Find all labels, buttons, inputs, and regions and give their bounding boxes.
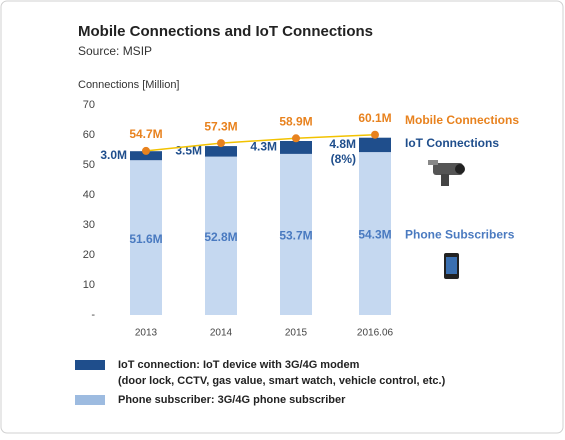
bar-segment <box>130 160 162 315</box>
bar-segment <box>359 137 391 153</box>
y-tick-label: 10 <box>83 279 95 291</box>
x-tick-label: 2016.06 <box>357 328 394 339</box>
y-tick-label: 60 <box>83 129 95 141</box>
line <box>145 133 376 152</box>
camera-icon <box>428 160 465 186</box>
value-label: 57.3M <box>204 119 237 133</box>
bar-segment <box>280 141 312 154</box>
phone-icon <box>444 253 459 279</box>
legend-text: IoT connection: IoT device with 3G/4G mo… <box>118 359 360 371</box>
x-tick-label: 2013 <box>135 328 158 339</box>
bar-segment <box>359 152 391 315</box>
y-tick-label: 20 <box>83 249 95 261</box>
value-label: 4.8M <box>329 137 356 151</box>
line-marker <box>217 139 225 148</box>
value-label: 4.3M <box>250 140 277 154</box>
value-label: 54.3M <box>358 228 391 242</box>
y-tick-label: 50 <box>83 159 95 171</box>
line-marker <box>292 134 300 143</box>
legend-swatch <box>75 395 105 405</box>
series-label: Phone Subscribers <box>405 228 515 242</box>
annotation: (8%) <box>331 152 356 166</box>
value-label: 52.8M <box>204 230 237 244</box>
y-tick-label: 40 <box>83 189 95 201</box>
legend-swatch <box>75 360 105 370</box>
x-tick-label: 2014 <box>210 328 233 339</box>
value-label: 53.7M <box>279 229 312 243</box>
value-label: 60.1M <box>358 111 391 125</box>
value-label: 51.6M <box>129 232 162 246</box>
x-tick-label: 2015 <box>285 328 308 339</box>
value-label: 3.0M <box>100 148 127 162</box>
value-label: 58.9M <box>279 114 312 128</box>
series-label: Mobile Connections <box>405 113 519 127</box>
bar-segment <box>205 156 237 315</box>
bar-segment <box>130 151 162 161</box>
y-tick-label: 30 <box>83 219 95 231</box>
bar-segment <box>205 146 237 157</box>
value-label: 54.7M <box>129 127 162 141</box>
y-tick-label: - <box>91 309 95 321</box>
legend-text: Phone subscriber: 3G/4G phone subscriber <box>118 394 346 406</box>
line-marker <box>142 146 150 155</box>
chart-title: Mobile Connections and IoT Connections <box>78 23 373 40</box>
y-tick-label: 70 <box>83 99 95 111</box>
legend-text: (door lock, CCTV, gas value, smart watch… <box>118 375 446 387</box>
series-label: IoT Connections <box>405 136 499 150</box>
line-marker <box>371 130 379 139</box>
chart-subtitle: Source: MSIP <box>78 44 152 58</box>
y-axis-label: Connections [Million] <box>78 79 180 91</box>
bar-segment <box>280 153 312 315</box>
